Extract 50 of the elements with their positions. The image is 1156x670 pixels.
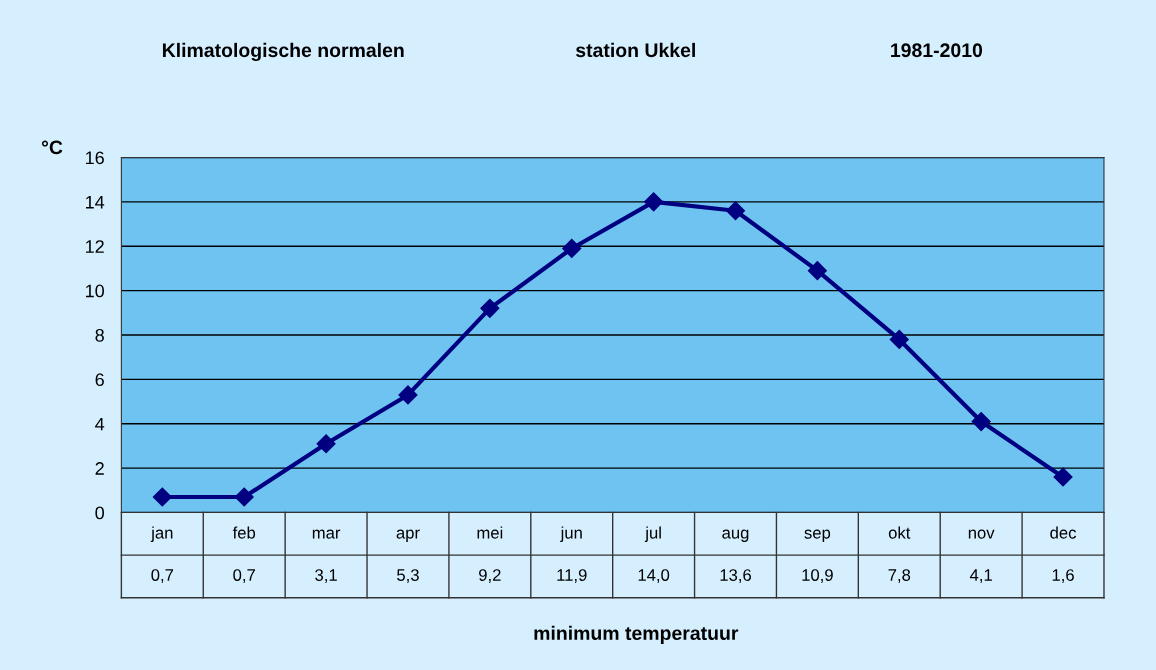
point bbox=[562, 238, 582, 258]
data-label: 11,9 bbox=[557, 569, 587, 583]
data-label: 13,6 bbox=[720, 569, 751, 583]
x-tick-label: aug bbox=[722, 529, 749, 542]
point bbox=[480, 298, 500, 318]
chart-subtitle: station Ukkel bbox=[575, 42, 695, 58]
y-tick-label: 14 bbox=[86, 195, 105, 209]
y-tick-label: 2 bbox=[95, 462, 104, 475]
x-tick-label: nov bbox=[968, 529, 995, 539]
point bbox=[644, 192, 664, 212]
x-tick-label: jan bbox=[150, 526, 173, 542]
point bbox=[725, 201, 746, 221]
data-label: 7,8 bbox=[888, 569, 911, 583]
x-tick-label: sep bbox=[804, 529, 831, 542]
point bbox=[152, 487, 172, 507]
chart-title: Klimatologische normalen bbox=[162, 42, 404, 62]
y-tick-label: 8 bbox=[95, 328, 104, 342]
x-tick-label: mar bbox=[312, 529, 341, 539]
data-label: 14,0 bbox=[638, 569, 670, 583]
data-label: 10,9 bbox=[802, 569, 833, 583]
data-label: 4,1 bbox=[969, 569, 992, 583]
data-label: 0,7 bbox=[233, 569, 255, 583]
x-tick-label: apr bbox=[396, 529, 420, 542]
point bbox=[398, 385, 418, 405]
y-tick-label: 16 bbox=[86, 151, 104, 165]
x-tick-label: jun bbox=[560, 526, 582, 542]
y-tick-label: 12 bbox=[86, 240, 104, 253]
x-tick-label: feb bbox=[232, 526, 256, 539]
point bbox=[807, 261, 827, 281]
point bbox=[316, 434, 336, 454]
y-tick-label: 0 bbox=[95, 506, 105, 520]
x-tick-label: jul bbox=[644, 526, 661, 542]
data-label: 9,2 bbox=[479, 569, 501, 583]
point bbox=[1053, 467, 1073, 487]
data-label: 0,7 bbox=[151, 569, 174, 583]
y-tick-label: 4 bbox=[95, 417, 105, 431]
point bbox=[234, 487, 254, 507]
y-axis-title: °C bbox=[41, 140, 63, 155]
x-axis-title: minimum temperatuur bbox=[534, 625, 739, 644]
x-tick-label: okt bbox=[888, 526, 911, 539]
x-tick-label: dec bbox=[1050, 526, 1077, 539]
point bbox=[971, 412, 991, 432]
text: 1981-2010 bbox=[891, 43, 983, 58]
point bbox=[889, 329, 909, 349]
y-tick-label: 10 bbox=[86, 284, 105, 298]
data-label: 3,1 bbox=[315, 569, 337, 583]
x-tick-label: mei bbox=[477, 526, 503, 539]
data-label: 1,6 bbox=[1052, 569, 1074, 583]
data-label: 5,3 bbox=[397, 569, 419, 583]
y-tick-label: 6 bbox=[95, 373, 104, 387]
